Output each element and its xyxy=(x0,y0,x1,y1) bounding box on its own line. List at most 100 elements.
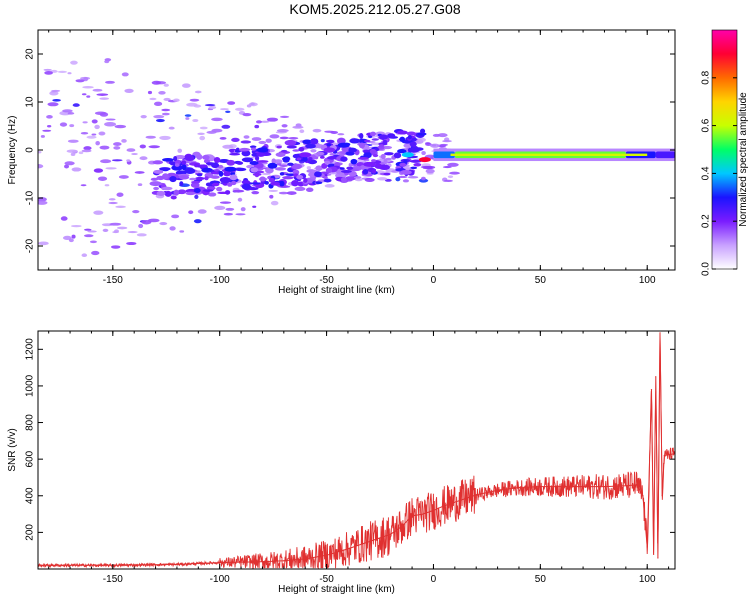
spectral-patch xyxy=(181,160,187,165)
spectral-patch xyxy=(442,166,452,169)
spectral-patch xyxy=(214,205,226,210)
spectral-patch xyxy=(229,149,235,153)
bottom-ytick-label: 1200 xyxy=(25,338,36,361)
chart-title: KOM5.2025.212.05.27.G08 xyxy=(289,1,461,17)
spectral-patch xyxy=(161,108,171,112)
spectral-patch xyxy=(276,145,282,149)
spectral-patch xyxy=(417,132,427,136)
spectral-patch xyxy=(207,192,217,197)
spectral-patch xyxy=(185,117,190,120)
spectral-patch xyxy=(153,101,163,106)
spectral-patch xyxy=(237,197,243,202)
top-xtick-label: -50 xyxy=(319,275,334,286)
bottom-frame xyxy=(37,330,676,570)
colorbar-tick-label: 0.0 xyxy=(701,262,712,276)
spectral-patch xyxy=(121,72,129,77)
spectral-patch xyxy=(83,77,89,82)
spectral-patch xyxy=(326,139,335,144)
spectral-patch xyxy=(99,112,109,117)
spectral-patch xyxy=(193,219,202,224)
spectral-patch xyxy=(430,143,440,148)
bottom-ytick-label: 200 xyxy=(25,524,36,541)
spectral-patch xyxy=(354,178,363,182)
spectral-patch xyxy=(382,139,388,145)
snr-noise-trace xyxy=(38,334,675,569)
spectral-patch xyxy=(224,190,231,195)
spectral-patch xyxy=(168,126,175,130)
spectral-patch xyxy=(66,149,78,153)
spectral-patch xyxy=(167,172,177,177)
spectral-patch xyxy=(387,133,396,139)
spectral-patch xyxy=(216,186,223,192)
spectral-patch xyxy=(296,174,304,180)
spectral-patch xyxy=(320,138,325,143)
spectral-patch xyxy=(241,183,251,190)
spectral-patch xyxy=(242,112,252,117)
spectral-patch xyxy=(384,152,394,156)
snr-point xyxy=(496,489,499,491)
spectral-patch xyxy=(181,83,191,88)
spectral-patch xyxy=(339,167,345,170)
spectral-patch xyxy=(147,218,160,223)
spectral-patch xyxy=(229,152,241,156)
spectral-patch xyxy=(155,118,165,123)
spectral-patch xyxy=(380,153,386,160)
bottom-xtick-label: 50 xyxy=(535,574,547,585)
spectral-patch xyxy=(219,201,232,204)
spectral-feature xyxy=(149,181,162,187)
colorbar-tick-label: 0.8 xyxy=(701,70,712,84)
spectral-patch xyxy=(221,124,231,129)
top-xtick-label: -100 xyxy=(210,275,230,286)
spectral-patch xyxy=(398,138,404,141)
spectral-patch xyxy=(206,130,217,134)
spectral-patch xyxy=(238,147,251,152)
spectral-patch xyxy=(134,171,145,174)
spectral-patch xyxy=(340,177,347,183)
snr-point xyxy=(642,495,644,497)
spectral-patch xyxy=(114,229,119,233)
spectral-patch xyxy=(337,133,345,136)
spectral-patch xyxy=(227,101,236,105)
spectral-patch xyxy=(243,135,250,139)
spectral-patch xyxy=(265,167,274,174)
spectral-patch xyxy=(191,180,201,184)
spectral-patch xyxy=(303,178,308,183)
spectral-patch xyxy=(260,120,270,123)
spectral-patch xyxy=(315,165,323,171)
spectral-patch xyxy=(323,176,328,179)
spectral-patch xyxy=(270,181,280,186)
spectral-patch xyxy=(336,151,348,156)
bottom-ytick-label: 800 xyxy=(25,414,36,431)
spectral-patch xyxy=(421,150,426,156)
top-ytick-label: 10 xyxy=(25,96,36,108)
spectral-patch xyxy=(287,162,294,166)
snr-point xyxy=(561,486,563,488)
spectral-patch xyxy=(83,146,92,151)
spectral-patch xyxy=(62,109,73,113)
spectral-patch xyxy=(222,182,229,186)
spectral-patch xyxy=(186,102,198,107)
spectral-patch xyxy=(159,135,171,140)
spectral-patch xyxy=(447,162,459,167)
spectral-patch xyxy=(371,138,379,141)
spectral-patch xyxy=(279,172,285,176)
spectral-patch xyxy=(195,164,208,168)
spectral-patch xyxy=(399,162,407,167)
spectral-patch xyxy=(83,234,94,238)
spectral-patch xyxy=(399,170,412,175)
spectral-patch xyxy=(104,60,110,64)
spectral-patch xyxy=(57,70,68,73)
spectral-patch xyxy=(44,70,53,75)
spectral-patch xyxy=(80,184,87,187)
spectral-patch xyxy=(269,194,274,199)
spectral-patch xyxy=(153,115,165,119)
spectral-patch xyxy=(153,186,160,191)
spectral-patch xyxy=(256,160,269,163)
spectral-patch xyxy=(424,142,431,145)
spectral-patch xyxy=(139,144,146,149)
snr-point xyxy=(475,494,477,496)
spectrogram-blobs xyxy=(38,58,675,258)
spectral-patch xyxy=(108,198,116,201)
spectral-patch xyxy=(371,169,377,174)
